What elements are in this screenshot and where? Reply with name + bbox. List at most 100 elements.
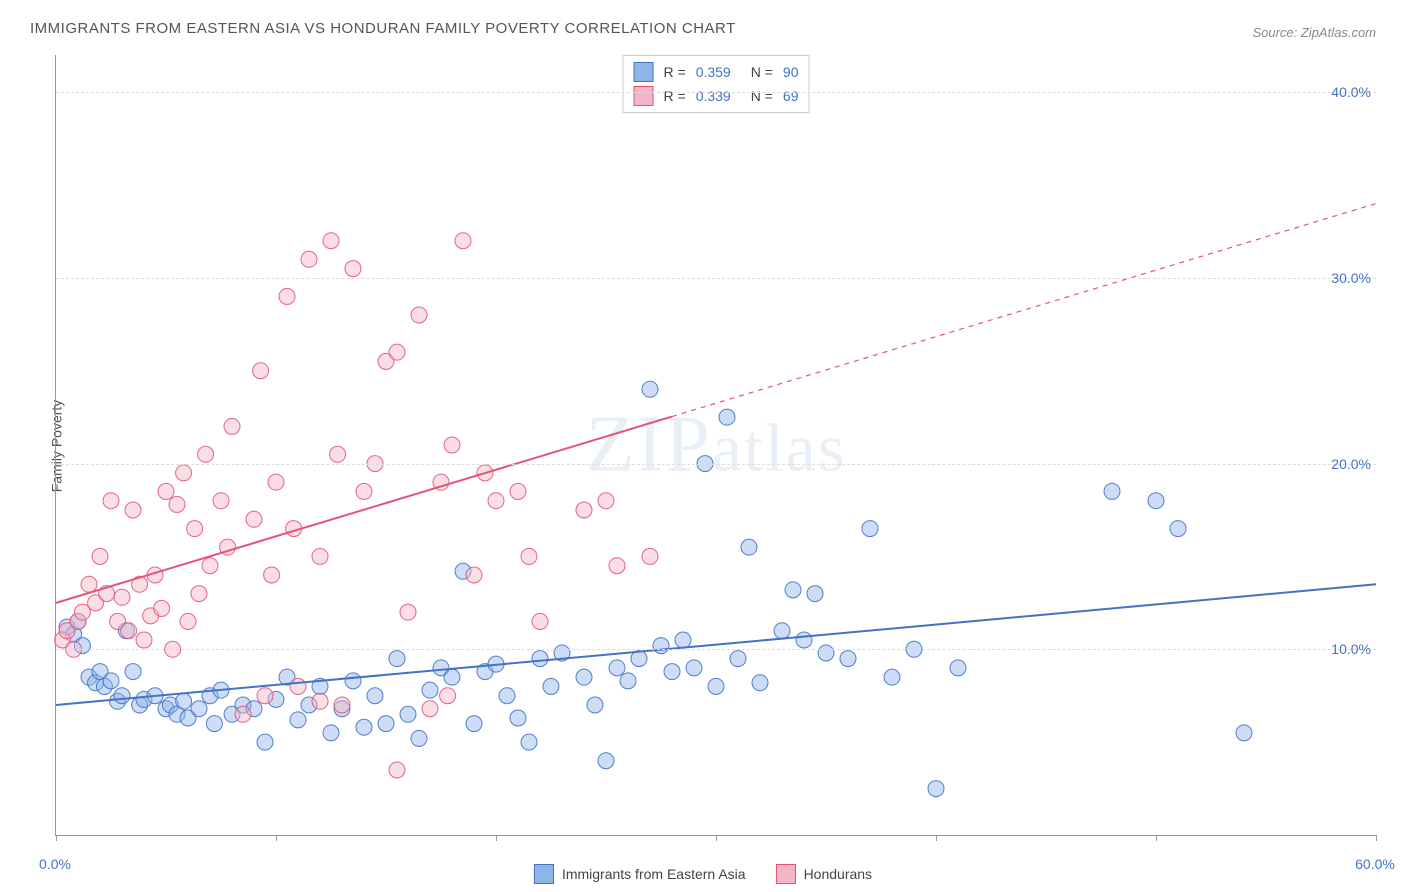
scatter-point — [741, 539, 757, 555]
scatter-point — [378, 716, 394, 732]
scatter-point — [510, 483, 526, 499]
scatter-point — [246, 511, 262, 527]
y-tick-label: 20.0% — [1331, 456, 1371, 472]
scatter-point — [686, 660, 702, 676]
scatter-point — [444, 669, 460, 685]
source-attribution: Source: ZipAtlas.com — [1252, 25, 1376, 40]
scatter-point — [488, 493, 504, 509]
scatter-point — [92, 548, 108, 564]
series-legend: Immigrants from Eastern Asia Hondurans — [534, 864, 872, 884]
scatter-point — [136, 632, 152, 648]
scatter-point — [187, 521, 203, 537]
y-tick-label: 30.0% — [1331, 270, 1371, 286]
scatter-point — [818, 645, 834, 661]
scatter-point — [609, 558, 625, 574]
scatter-point — [191, 701, 207, 717]
scatter-point — [543, 678, 559, 694]
scatter-point — [752, 675, 768, 691]
scatter-point — [719, 409, 735, 425]
scatter-plot-svg — [56, 55, 1376, 835]
scatter-point — [521, 734, 537, 750]
scatter-point — [466, 567, 482, 583]
scatter-point — [1236, 725, 1252, 741]
scatter-point — [675, 632, 691, 648]
scatter-point — [840, 651, 856, 667]
scatter-point — [785, 582, 801, 598]
scatter-point — [422, 701, 438, 717]
scatter-point — [884, 669, 900, 685]
trend-line-extrapolated — [672, 204, 1376, 417]
scatter-point — [224, 418, 240, 434]
scatter-point — [774, 623, 790, 639]
scatter-point — [400, 604, 416, 620]
y-tick-label: 10.0% — [1331, 641, 1371, 657]
scatter-point — [330, 446, 346, 462]
scatter-point — [301, 251, 317, 267]
scatter-point — [334, 697, 350, 713]
scatter-point — [389, 651, 405, 667]
scatter-point — [356, 483, 372, 499]
scatter-point — [576, 669, 592, 685]
scatter-point — [180, 613, 196, 629]
scatter-point — [400, 706, 416, 722]
swatch-series-2 — [776, 864, 796, 884]
scatter-point — [323, 725, 339, 741]
scatter-point — [268, 474, 284, 490]
scatter-point — [154, 600, 170, 616]
scatter-point — [642, 381, 658, 397]
legend-item-1: Immigrants from Eastern Asia — [534, 864, 746, 884]
swatch-series-1 — [534, 864, 554, 884]
scatter-point — [198, 446, 214, 462]
scatter-point — [202, 558, 218, 574]
scatter-point — [411, 307, 427, 323]
scatter-point — [1148, 493, 1164, 509]
scatter-point — [114, 589, 130, 605]
scatter-point — [532, 651, 548, 667]
scatter-point — [312, 693, 328, 709]
scatter-point — [279, 288, 295, 304]
scatter-point — [499, 688, 515, 704]
scatter-point — [862, 521, 878, 537]
scatter-point — [422, 682, 438, 698]
scatter-point — [290, 678, 306, 694]
scatter-point — [576, 502, 592, 518]
scatter-point — [1170, 521, 1186, 537]
scatter-point — [389, 762, 405, 778]
scatter-point — [257, 688, 273, 704]
scatter-point — [950, 660, 966, 676]
scatter-point — [440, 688, 456, 704]
scatter-point — [312, 548, 328, 564]
scatter-point — [730, 651, 746, 667]
scatter-point — [213, 493, 229, 509]
x-tick-label-max: 60.0% — [1355, 856, 1395, 872]
scatter-point — [253, 363, 269, 379]
scatter-point — [642, 548, 658, 564]
scatter-point — [290, 712, 306, 728]
legend-label-2: Hondurans — [804, 866, 873, 882]
scatter-point — [664, 664, 680, 680]
y-tick-label: 40.0% — [1331, 84, 1371, 100]
scatter-point — [125, 664, 141, 680]
scatter-point — [796, 632, 812, 648]
scatter-point — [356, 719, 372, 735]
scatter-point — [264, 567, 280, 583]
scatter-point — [257, 734, 273, 750]
scatter-point — [81, 576, 97, 592]
scatter-point — [807, 586, 823, 602]
scatter-point — [235, 706, 251, 722]
scatter-point — [345, 673, 361, 689]
scatter-point — [1104, 483, 1120, 499]
scatter-point — [121, 623, 137, 639]
scatter-point — [206, 716, 222, 732]
scatter-point — [345, 261, 361, 277]
scatter-point — [928, 781, 944, 797]
legend-item-2: Hondurans — [776, 864, 873, 884]
scatter-point — [521, 548, 537, 564]
legend-label-1: Immigrants from Eastern Asia — [562, 866, 746, 882]
scatter-point — [411, 730, 427, 746]
scatter-point — [176, 693, 192, 709]
scatter-point — [598, 493, 614, 509]
plot-area: ZIPatlas R = 0.359 N = 90 R = 0.339 N = … — [55, 55, 1376, 836]
scatter-point — [532, 613, 548, 629]
scatter-point — [367, 688, 383, 704]
